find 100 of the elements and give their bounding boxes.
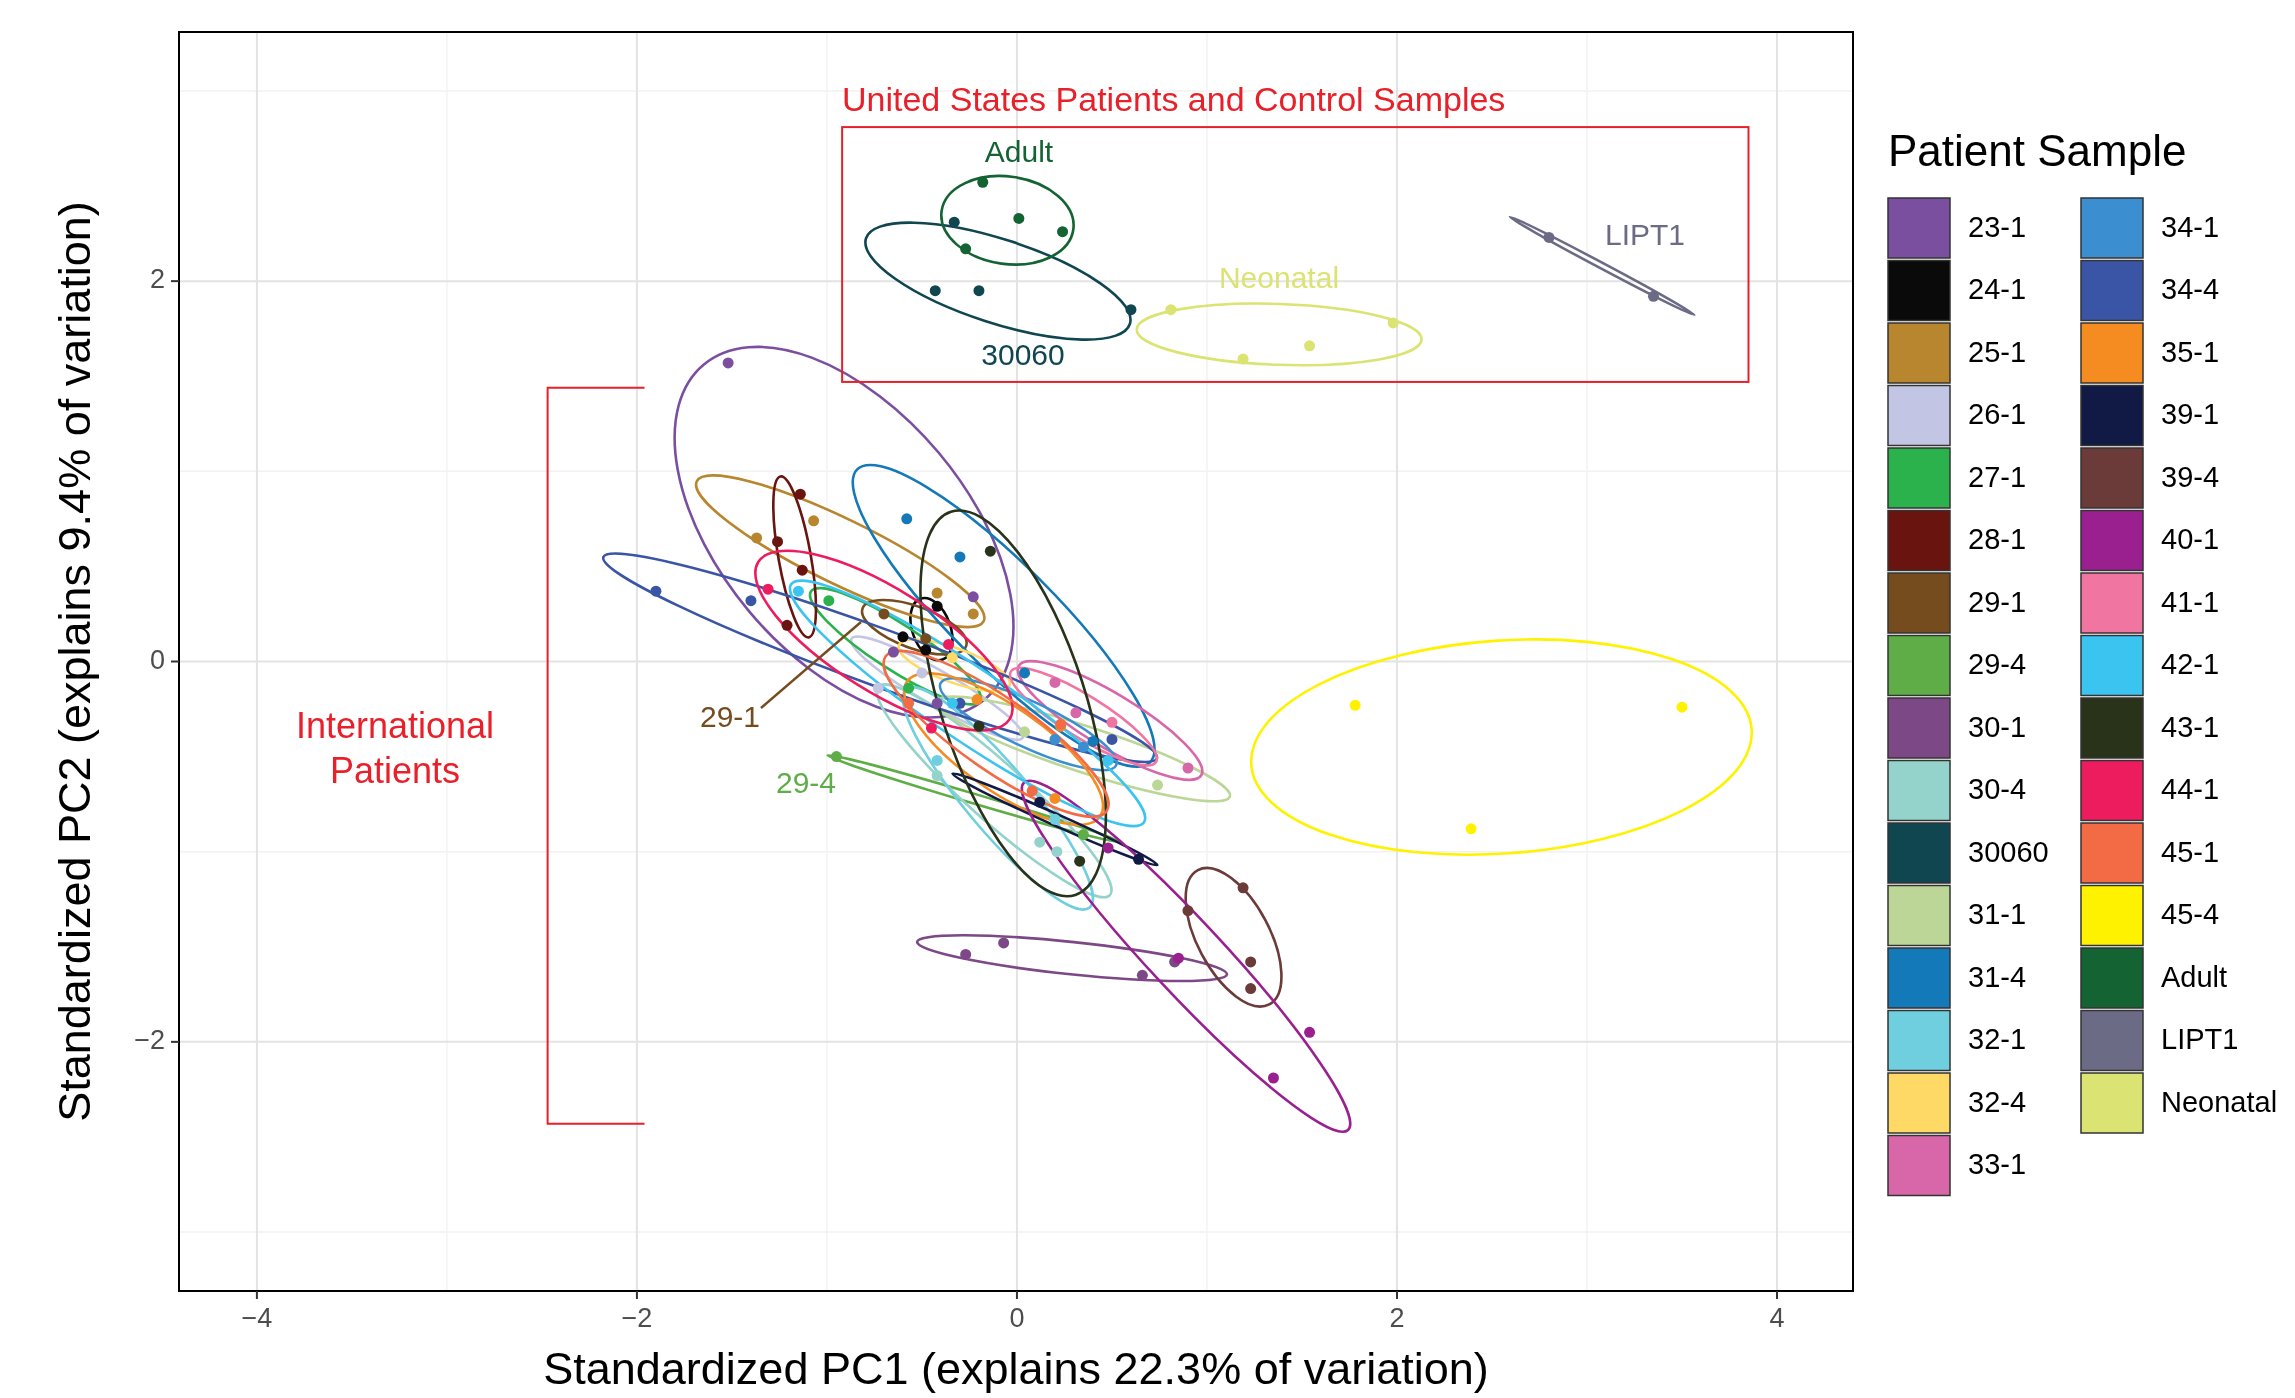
legend-label: 24-1 (1968, 273, 2027, 306)
point (1237, 882, 1249, 894)
y-tick-label: 2 (149, 264, 165, 295)
point (931, 600, 943, 612)
point (796, 564, 808, 576)
annotation: United States Patients and Control Samples (842, 79, 1506, 118)
point (1026, 785, 1038, 797)
legend-label: 45-1 (2161, 835, 2220, 868)
point (1102, 842, 1114, 854)
point (1267, 1072, 1279, 1084)
legend-label: 39-4 (2161, 460, 2220, 493)
point (1087, 735, 1099, 747)
point (808, 515, 820, 527)
annotation: Neonatal (1218, 260, 1340, 294)
legend-label: 29-1 (1968, 585, 2027, 618)
x-tick-label: 2 (1389, 1303, 1405, 1333)
point (1245, 983, 1257, 995)
point (984, 545, 996, 557)
annotation: 30060 (981, 337, 1065, 371)
point (1077, 741, 1089, 753)
point (973, 720, 985, 732)
legend-label: 31-1 (1968, 898, 2027, 931)
x-tick-label: 0 (1009, 1303, 1025, 1333)
point (920, 644, 932, 656)
annotation: LIPT1 (1604, 217, 1686, 251)
point (1034, 836, 1046, 848)
point (960, 948, 972, 960)
point (872, 682, 884, 694)
legend-label: 25-1 (1968, 335, 2027, 368)
point (794, 488, 806, 500)
point (960, 243, 972, 255)
legend-label: 41-1 (2161, 585, 2220, 618)
legend-label: 30-1 (1968, 710, 2027, 743)
annotation: 29-4 (775, 765, 837, 799)
point (745, 595, 757, 607)
annotation: International Patients (295, 704, 495, 791)
legend-label: LIPT1 (2161, 1023, 2239, 1056)
legend-label: 32-1 (1968, 1023, 2027, 1056)
point (931, 770, 943, 782)
legend-label: 34-4 (2161, 273, 2220, 306)
point (998, 937, 1010, 949)
point (903, 697, 915, 709)
legend-label: 31-4 (1968, 960, 2027, 993)
point (1349, 699, 1361, 711)
point (878, 608, 890, 620)
point (931, 754, 943, 766)
y-tick-label: −2 (134, 1024, 165, 1055)
point (931, 587, 943, 599)
point (948, 216, 960, 228)
point (1051, 846, 1063, 858)
legend-label: 45-4 (2161, 898, 2220, 931)
legend-label: 30-4 (1968, 773, 2027, 806)
legend-label: 43-1 (2161, 710, 2220, 743)
point (1182, 762, 1194, 774)
point (1013, 212, 1025, 224)
point (1049, 733, 1061, 745)
legend-label: 34-1 (2161, 210, 2220, 243)
legend-label: 23-1 (1968, 210, 2027, 243)
point (1133, 853, 1145, 865)
point (650, 585, 662, 597)
annotation: Adult (984, 134, 1054, 168)
point (722, 357, 734, 369)
point (946, 652, 958, 664)
point (1019, 726, 1031, 738)
point (1543, 231, 1555, 243)
legend-label: 39-1 (2161, 398, 2220, 431)
point (1237, 353, 1249, 365)
legend-label: 29-4 (1968, 648, 2027, 681)
point (967, 591, 979, 603)
point (1676, 701, 1688, 713)
legend-label: 27-1 (1968, 460, 2027, 493)
x-tick-label: 4 (1769, 1303, 1785, 1333)
legend-title: Patient Sample (1888, 126, 2187, 175)
legend-label: Adult (2161, 960, 2228, 993)
point (751, 532, 763, 544)
point (946, 697, 958, 709)
point (967, 608, 979, 620)
point (1165, 304, 1177, 316)
legend-label: 42-1 (2161, 648, 2220, 681)
point (1387, 317, 1399, 329)
point (1106, 716, 1118, 728)
point (1465, 823, 1477, 835)
point (1304, 1026, 1316, 1038)
point (943, 638, 955, 650)
point (903, 682, 915, 694)
point (1077, 829, 1089, 841)
point (920, 633, 932, 645)
annotation: 29-1 (699, 699, 761, 733)
x-axis-title: Standardized PC1 (explains 22.3% of variation) (543, 1343, 1489, 1394)
x-tick-label: −2 (621, 1303, 653, 1333)
point (1049, 792, 1061, 804)
point (1304, 340, 1316, 352)
point (772, 536, 784, 548)
point (1245, 956, 1257, 968)
legend-label: 40-1 (2161, 523, 2220, 556)
point (1019, 667, 1031, 679)
point (929, 285, 941, 297)
point (954, 551, 966, 563)
point (823, 595, 835, 607)
point (1172, 952, 1184, 964)
